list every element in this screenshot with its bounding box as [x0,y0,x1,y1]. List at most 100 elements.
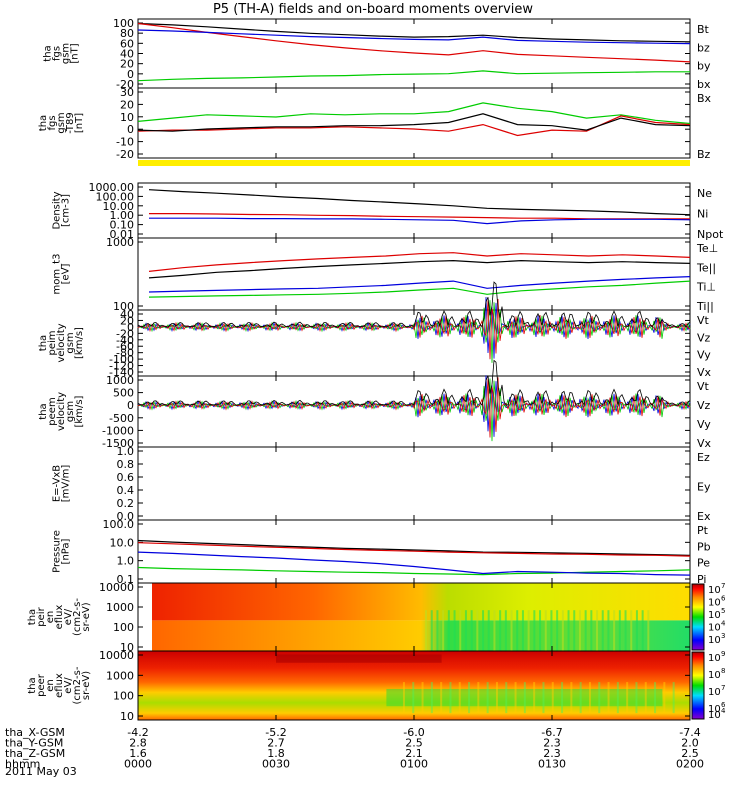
y-tick-label: 20 [120,314,134,327]
y-tick-label: 10.0 [110,536,135,549]
y-tick-label: 100.0 [103,518,135,531]
y-tick-label: -120 [109,360,134,373]
y-axis-label: eV/ [63,677,74,694]
spec-streak [635,682,638,714]
ephem-value: -4.2 [127,726,148,739]
y-tick-label: 10 [120,710,134,723]
legend-bx: bx [697,78,711,91]
y-axis-label: eflux [54,673,65,698]
spec-streak [447,610,450,651]
spec-streak [430,610,433,651]
colorbar-exp: 4 [721,707,726,715]
y-axis-label: mom_t3 [52,254,63,295]
spec-streak [544,610,547,651]
spec-streak [477,682,480,714]
ephem-value: 0000 [124,758,152,771]
ephem-value: 2.3 [543,747,561,760]
y-axis-label: [eV] [61,264,72,285]
y-tick-label: -20 [116,78,134,91]
legend-Ni: Ni [697,208,708,221]
spec-streak [523,682,526,714]
spec-streak [542,682,545,714]
ephem-value: 2.5 [681,747,699,760]
spec-streak [505,682,508,714]
panel-frame [137,309,691,377]
legend-Pb: Pb [697,540,711,553]
ephem-value: 1.8 [267,747,285,760]
y-axis-label: tha [38,403,49,419]
colorbar-exp: 5 [721,607,725,615]
spec-streak [624,610,627,651]
series-Pb [137,542,691,557]
y-tick-label: -60 [116,340,134,353]
legend-Ti||: Ti|| [696,300,714,313]
colorbar-tick: 10 [708,635,721,646]
y-axis-label: en [45,679,56,692]
series-Ni [148,189,691,216]
spec-streak [533,682,536,714]
series-Te|| [148,259,691,279]
series-bz [137,22,691,63]
legend-Te⊥: Te⊥ [696,242,718,255]
y-tick-label: 100 [113,17,134,30]
y-tick-label: 0.01 [110,228,135,241]
colorbar-tick: 10 [708,653,721,664]
y-tick-label: 100 [113,690,134,703]
panel-frame [137,237,691,311]
series-Pi [137,551,691,576]
y-axis-label: tha [38,335,49,351]
panel-mom-t3: 1000 100 mom_t3[eV] Te⊥ Te|| Ti⊥ Ti|| [52,236,719,313]
figure-title: P5 (TH-A) fields and on-board moments ov… [213,2,533,17]
legend-Bz: Bz [697,148,711,161]
spec-streak [598,682,601,714]
colorbar-exp: 7 [721,582,725,590]
spec-streak [588,682,591,714]
series-red [137,377,691,438]
y-tick-label: 30 [120,86,134,99]
y-tick-label: -1500 [102,437,134,450]
y-axis-label: peim [47,330,58,355]
y-axis-label: tha [27,609,38,625]
legend-Vx: Vx [697,437,712,450]
series-Bz-black [137,113,691,132]
legend-Npot: Npot [697,228,724,241]
colorbar-tick: 10 [708,610,721,621]
spec-streak [556,610,559,651]
spec-streak [663,682,666,714]
ephem-value: 0200 [676,758,704,771]
ephem-value: -5.2 [265,726,286,739]
y-axis-label: gsm [61,43,72,64]
panel-e-field: 1.00.80.60.40.20.0 E=-VxB[mV/m] Ez Ey Ex [52,445,711,523]
y-tick-label: 1000 [106,601,134,614]
ephem-label: tha_X-GSM [5,726,65,739]
y-axis-label: en [45,611,56,624]
spec-streak [495,682,498,714]
spec-streak [486,682,489,714]
colorbar-exp: 6 [721,595,726,603]
colorbar-tick: 10 [708,598,721,609]
spec-streak [607,610,610,651]
colorbar-tick: 10 [708,704,721,715]
legend-Vy: Vy [697,418,711,431]
spec-streak [527,610,530,651]
y-axis-label: Pressure [52,530,63,573]
spec-streak [561,682,564,714]
series-Npot [149,217,691,225]
y-tick-label: 1000 [106,236,134,249]
spec-upper [152,583,690,621]
y-tick-label: 0.6 [117,471,135,484]
colorbar-exp: 4 [721,620,726,628]
legend-Bt: Bt [697,23,710,36]
y-axis-label: fgs [52,46,63,61]
y-tick-label: 80 [120,27,134,40]
colorbar-tick: 10 [708,710,721,721]
y-axis-label: velocity [56,392,67,431]
y-axis-label: -T89 [65,112,76,134]
y-axis-label: tha [38,115,49,131]
spec-streak [421,682,424,714]
series-Ti|| [148,280,691,298]
